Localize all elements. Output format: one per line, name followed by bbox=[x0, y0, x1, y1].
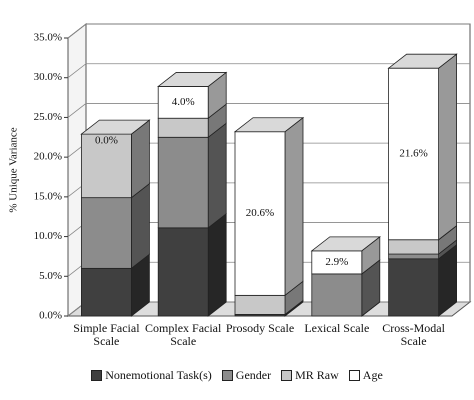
x-tick-label: Cross-Modal Scale bbox=[382, 321, 445, 348]
value-label: 2.9% bbox=[325, 256, 348, 268]
bar-top bbox=[310, 236, 381, 252]
bar-top bbox=[233, 117, 305, 133]
y-tick-label: 30.0% bbox=[34, 71, 62, 83]
bar bbox=[234, 294, 286, 315]
bar bbox=[388, 253, 440, 260]
bar bbox=[388, 258, 440, 317]
bar-segment bbox=[80, 119, 151, 135]
legend-label: MR Raw bbox=[295, 368, 339, 382]
legend-swatch bbox=[348, 370, 360, 381]
bar-segment bbox=[157, 122, 227, 229]
bar-segment bbox=[81, 119, 150, 199]
bar bbox=[157, 117, 209, 138]
value-label: 21.6% bbox=[399, 147, 427, 159]
bar-segment bbox=[311, 259, 381, 317]
bar-segment bbox=[233, 116, 305, 297]
bar-segment bbox=[81, 253, 150, 317]
bar bbox=[81, 197, 132, 269]
x-tick-label: Prosody Scale bbox=[225, 321, 295, 335]
bar bbox=[81, 133, 132, 199]
bar-side bbox=[207, 213, 227, 317]
bar bbox=[388, 239, 440, 255]
bar-segment bbox=[157, 213, 227, 317]
legend: Nonemotional Task(s) Gender MR Raw Age bbox=[0, 368, 474, 383]
legend-item: Gender bbox=[221, 368, 272, 383]
bar-top bbox=[387, 53, 458, 69]
bar-side bbox=[130, 182, 150, 270]
legend-item: Nonemotional Task(s) bbox=[91, 368, 212, 383]
bar-side bbox=[284, 116, 304, 297]
legend-label: Nonemotional Task(s) bbox=[105, 368, 212, 382]
bar bbox=[311, 273, 363, 317]
bar bbox=[81, 267, 132, 317]
y-tick-label: 5.0% bbox=[39, 270, 62, 282]
grid-line bbox=[67, 23, 470, 39]
y-tick-label: 10.0% bbox=[34, 230, 62, 242]
bar-segment bbox=[388, 243, 458, 317]
grid-line bbox=[67, 63, 470, 79]
legend-swatch bbox=[281, 370, 293, 381]
y-tick-label: 15.0% bbox=[34, 190, 62, 202]
y-tick-label: 25.0% bbox=[34, 111, 62, 123]
grid-line bbox=[67, 103, 470, 118]
bar-segment bbox=[234, 280, 304, 316]
bar-top bbox=[80, 119, 151, 135]
legend-swatch bbox=[221, 370, 233, 381]
bar-segment bbox=[310, 236, 381, 275]
bar bbox=[157, 136, 209, 229]
value-label: 4.0% bbox=[172, 96, 195, 108]
bar-segment bbox=[388, 224, 458, 255]
bar-side bbox=[438, 53, 458, 241]
value-label: 20.6% bbox=[246, 207, 274, 219]
y-tick-label: 0.0% bbox=[39, 310, 62, 322]
bar-top bbox=[157, 72, 228, 87]
legend-label: Age bbox=[362, 368, 383, 382]
bar bbox=[234, 131, 286, 296]
legend-swatch bbox=[91, 370, 103, 381]
bar-segment bbox=[81, 182, 150, 270]
y-axis-label: % Unique Variance bbox=[8, 127, 20, 212]
bar bbox=[157, 227, 209, 317]
x-tick-label: Complex Facial Scale bbox=[145, 321, 222, 348]
x-tick-label: Simple Facial Scale bbox=[73, 321, 140, 348]
bar bbox=[157, 86, 209, 119]
y-tick-label: 35.0% bbox=[34, 32, 62, 44]
bar bbox=[388, 67, 440, 241]
bar-segment bbox=[157, 71, 228, 120]
y-tick-label: 20.0% bbox=[34, 151, 62, 163]
legend-item: MR Raw bbox=[281, 368, 339, 383]
x-tick-label: Lexical Scale bbox=[304, 321, 370, 335]
bar-segment bbox=[387, 53, 458, 241]
legend-label: Gender bbox=[235, 368, 272, 382]
value-label: 0.0% bbox=[95, 135, 118, 147]
legend-item: Age bbox=[348, 368, 383, 383]
bar-side bbox=[207, 122, 227, 229]
